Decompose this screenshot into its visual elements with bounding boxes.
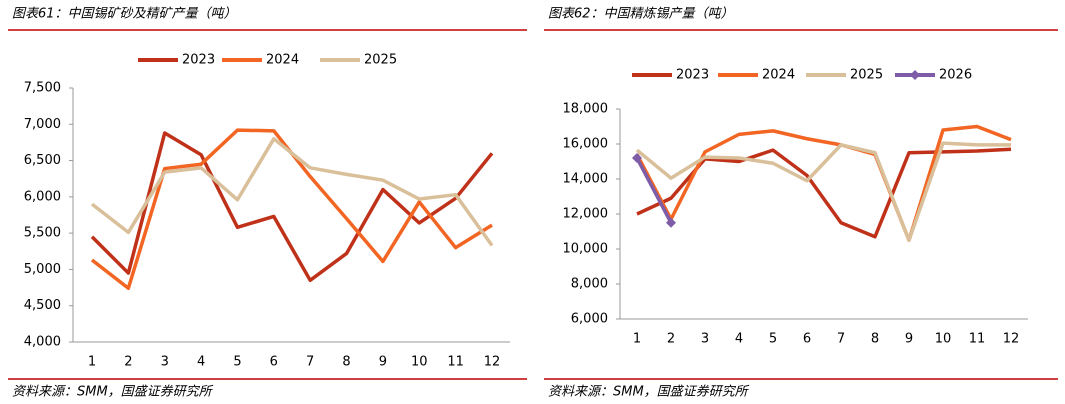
x-tick-label: 9	[905, 332, 913, 347]
y-tick-label: 5,500	[24, 226, 61, 241]
source-note: 资料来源：SMM，国盛证券研究所	[12, 384, 214, 400]
x-tick-label: 7	[837, 332, 845, 347]
series-line	[635, 141, 1011, 242]
legend-label: 2026	[939, 68, 972, 83]
y-tick-label: 4,000	[24, 335, 61, 350]
y-tick-label: 10,000	[563, 242, 609, 257]
x-tick-label: 6	[270, 355, 278, 370]
y-tick-label: 12,000	[563, 207, 609, 222]
series-line	[635, 124, 1012, 242]
legend-label: 2023	[182, 53, 215, 68]
y-tick-label: 6,000	[24, 189, 61, 204]
panel-title: 图表61：中国锡矿砂及精矿产量（吨）	[12, 6, 237, 22]
x-tick-label: 1	[88, 355, 96, 370]
x-tick-label: 3	[701, 332, 709, 347]
y-tick-label: 6,000	[571, 312, 608, 327]
x-tick-label: 11	[969, 332, 986, 347]
x-tick-label: 5	[769, 332, 777, 347]
source-note: 资料来源：SMM，国盛证券研究所	[548, 384, 750, 400]
legend-label: 2025	[364, 53, 397, 68]
legend-label: 2024	[762, 68, 795, 83]
x-tick-label: 11	[447, 355, 464, 370]
legend-label: 2024	[266, 53, 299, 68]
y-tick-label: 7,500	[24, 81, 61, 96]
x-tick-label: 6	[803, 332, 811, 347]
x-tick-label: 10	[411, 355, 428, 370]
x-tick-label: 4	[735, 332, 743, 347]
y-tick-label: 5,000	[24, 262, 61, 277]
y-tick-label: 14,000	[563, 172, 609, 187]
x-tick-label: 12	[1003, 332, 1020, 347]
y-tick-label: 16,000	[563, 137, 609, 152]
y-tick-label: 8,000	[571, 277, 608, 292]
y-tick-label: 4,500	[24, 298, 61, 313]
y-tick-label: 18,000	[563, 102, 609, 117]
panel-title: 图表62：中国精炼锡产量（吨）	[548, 6, 734, 22]
point-marker	[666, 217, 676, 228]
y-tick-label: 6,500	[24, 153, 61, 168]
x-tick-label: 2	[124, 355, 132, 370]
legend-label: 2023	[676, 68, 709, 83]
x-tick-label: 3	[161, 355, 169, 370]
x-tick-label: 8	[871, 332, 879, 347]
legend-label: 2025	[850, 68, 883, 83]
x-tick-label: 8	[342, 355, 350, 370]
x-tick-label: 1	[633, 332, 641, 347]
x-tick-label: 10	[935, 332, 952, 347]
x-tick-label: 4	[197, 355, 205, 370]
y-tick-label: 7,000	[24, 117, 61, 132]
x-tick-label: 12	[484, 355, 501, 370]
x-tick-label: 5	[233, 355, 241, 370]
x-tick-label: 9	[379, 355, 387, 370]
x-tick-label: 7	[306, 355, 314, 370]
series-line	[90, 131, 494, 283]
series-line	[635, 157, 673, 224]
series-line	[90, 137, 494, 247]
legend-marker	[910, 70, 920, 80]
point-marker	[632, 153, 642, 163]
x-tick-label: 2	[667, 332, 675, 347]
